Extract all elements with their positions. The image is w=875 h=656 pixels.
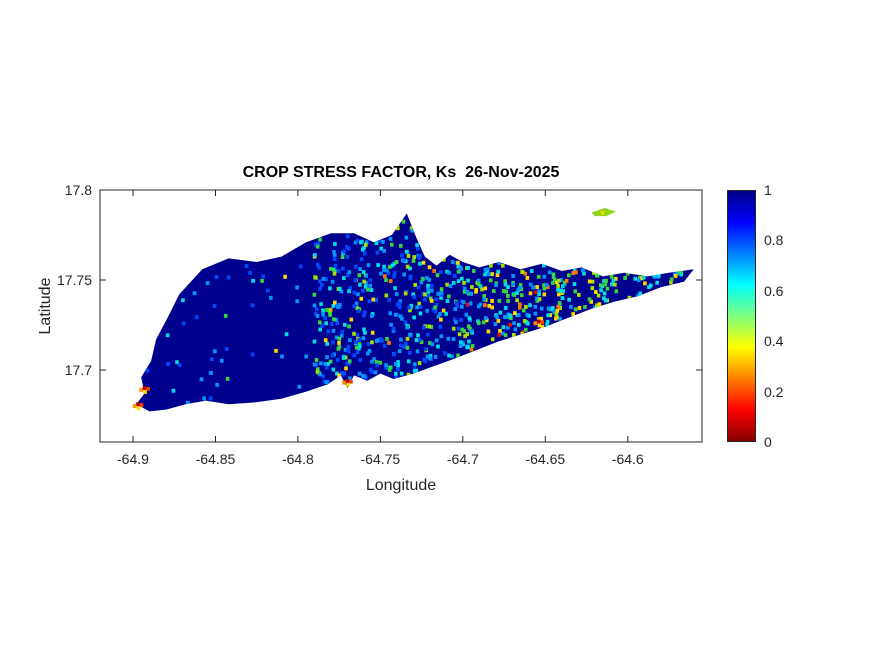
- plot-border: [99, 189, 703, 443]
- hotspot-cell: [345, 378, 350, 383]
- heatmap-speckle-layer: [145, 219, 684, 405]
- hotspot-cell: [537, 323, 542, 328]
- x-tick-label: -64.9: [117, 451, 149, 467]
- hotspot-cell: [143, 390, 147, 394]
- hotspot-cell: [136, 402, 140, 407]
- y-tick-label: 17.75: [56, 272, 92, 288]
- y-tick-label: 17.7: [64, 362, 92, 378]
- x-tick-label: -64.85: [195, 451, 236, 467]
- hotspot-cell: [139, 387, 143, 392]
- hotspot-cell: [132, 404, 137, 408]
- hotspot-cell: [146, 386, 150, 391]
- hotspot-cell: [536, 319, 541, 324]
- axes-box: [99, 189, 703, 443]
- colorbar-tick-label: 0.4: [764, 333, 784, 350]
- chart-title: CROP STRESS FACTOR, Ks 26-Nov-2025: [242, 164, 560, 181]
- x-tick-label: -64.65: [525, 451, 566, 467]
- colorbar-gradient: [728, 191, 755, 441]
- colorbar: [727, 190, 756, 442]
- hotspot-cell: [346, 382, 350, 387]
- colorbar-tick-label: 1: [764, 182, 772, 198]
- y-tick-label: 17.8: [64, 182, 92, 198]
- hotspot-cell: [533, 321, 538, 326]
- colorbar-tick-label: 0.2: [764, 383, 784, 400]
- hotspot-cell: [139, 403, 144, 407]
- x-axis-label: Longitude: [365, 477, 437, 494]
- hotspot-cell: [540, 320, 545, 325]
- islet-layer: [591, 208, 617, 217]
- island-st-croix: [136, 213, 694, 412]
- hotspot-cell: [142, 386, 147, 390]
- low-ks-hotspot-layer: [132, 319, 545, 411]
- x-tick-label: -64.6: [611, 451, 644, 467]
- hotspot-cell: [342, 380, 346, 385]
- x-tick-label: -64.7: [446, 451, 479, 467]
- colorbar-tick-label: 0: [764, 434, 772, 450]
- hotspot-cell: [349, 379, 353, 384]
- colorbar-tick-label: 0.8: [764, 232, 784, 249]
- colorbar-tick-label: 0.6: [764, 282, 784, 299]
- hotspot-cell: [136, 406, 141, 411]
- x-tick-label: -64.75: [360, 451, 401, 467]
- x-tick-label: -64.8: [281, 451, 314, 467]
